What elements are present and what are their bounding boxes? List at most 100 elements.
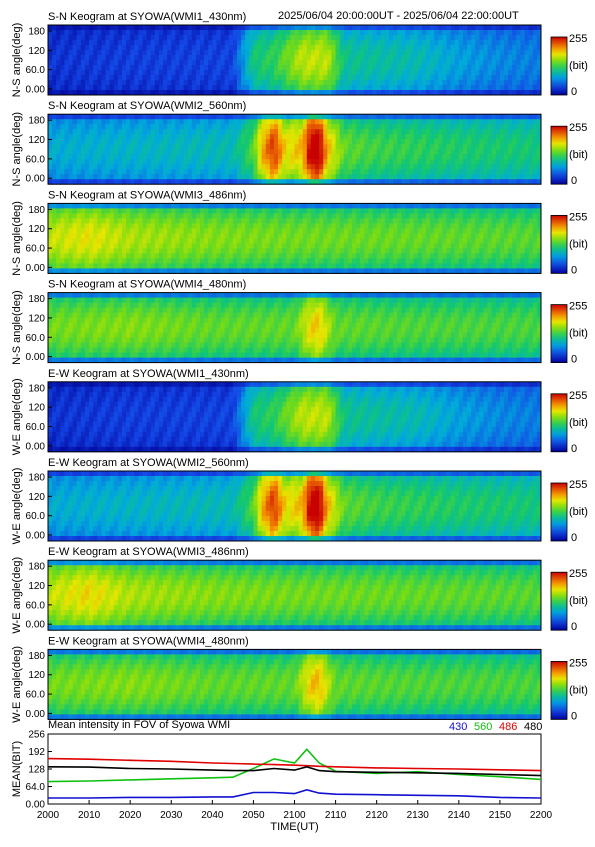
heatmap-cell bbox=[336, 55, 341, 60]
heatmap-cell bbox=[418, 223, 423, 228]
heatmap-cell bbox=[89, 35, 94, 40]
heatmap-cell bbox=[200, 169, 205, 174]
heatmap-cell bbox=[397, 233, 402, 238]
heatmap-cell bbox=[138, 159, 143, 164]
heatmap-cell bbox=[356, 40, 361, 45]
heatmap-cell bbox=[356, 228, 361, 233]
heatmap-cell bbox=[463, 85, 468, 90]
heatmap-cell bbox=[364, 258, 369, 263]
heatmap-cell bbox=[110, 233, 115, 238]
heatmap-cell bbox=[331, 243, 336, 248]
heatmap-cell bbox=[85, 159, 90, 164]
heatmap-cell bbox=[327, 114, 332, 119]
heatmap-cell bbox=[175, 159, 180, 164]
heatmap-cell bbox=[282, 208, 287, 213]
heatmap-cell bbox=[307, 25, 312, 30]
heatmap-cell bbox=[151, 144, 156, 149]
heatmap-cell bbox=[69, 129, 74, 134]
heatmap-cell bbox=[253, 144, 258, 149]
heatmap-cell bbox=[360, 258, 365, 263]
heatmap-cell bbox=[253, 164, 258, 169]
heatmap-cell bbox=[451, 75, 456, 80]
heatmap-cell bbox=[134, 203, 139, 208]
heatmap-cell bbox=[171, 228, 176, 233]
heatmap-cell bbox=[249, 60, 254, 65]
heatmap-cell bbox=[475, 50, 480, 55]
heatmap-cell bbox=[175, 258, 180, 263]
heatmap-cell bbox=[323, 208, 328, 213]
heatmap-cell bbox=[327, 164, 332, 169]
heatmap-cell bbox=[430, 233, 435, 238]
heatmap-cell bbox=[134, 40, 139, 45]
heatmap-cell bbox=[278, 203, 283, 208]
heatmap-cell bbox=[274, 70, 279, 75]
heatmap-cell bbox=[397, 154, 402, 159]
heatmap-cell bbox=[155, 129, 160, 134]
heatmap-cell bbox=[385, 263, 390, 268]
heatmap-cell bbox=[360, 60, 365, 65]
y-tick-label: 180 bbox=[28, 116, 45, 127]
heatmap-cell bbox=[188, 203, 193, 208]
heatmap-cell bbox=[438, 60, 443, 65]
heatmap-cell bbox=[167, 154, 172, 159]
heatmap-cell bbox=[520, 174, 525, 179]
heatmap-cell bbox=[455, 238, 460, 243]
heatmap-cell bbox=[459, 134, 464, 139]
heatmap-cell bbox=[237, 159, 242, 164]
heatmap-cell bbox=[496, 134, 501, 139]
heatmap-cell bbox=[204, 129, 209, 134]
heatmap-cell bbox=[253, 134, 258, 139]
heatmap-cell bbox=[81, 45, 86, 50]
heatmap-cell bbox=[159, 114, 164, 119]
heatmap-cell bbox=[192, 159, 197, 164]
heatmap-cell bbox=[274, 50, 279, 55]
heatmap-cell bbox=[270, 134, 275, 139]
heatmap-cell bbox=[303, 154, 308, 159]
heatmap-cell bbox=[360, 124, 365, 129]
heatmap-cell bbox=[525, 169, 530, 174]
heatmap-cell bbox=[89, 124, 94, 129]
heatmap-cell bbox=[89, 50, 94, 55]
heatmap-cell bbox=[422, 248, 427, 253]
heatmap-cell bbox=[512, 75, 517, 80]
heatmap-cell bbox=[414, 85, 419, 90]
heatmap-cell bbox=[122, 124, 127, 129]
heatmap-cell bbox=[241, 149, 246, 154]
heatmap-cell bbox=[295, 233, 300, 238]
heatmap-cell bbox=[488, 218, 493, 223]
heatmap-cell bbox=[405, 169, 410, 174]
heatmap-cell bbox=[405, 129, 410, 134]
heatmap-cell bbox=[533, 124, 538, 129]
heatmap-cell bbox=[508, 258, 513, 263]
heatmap-cell bbox=[163, 253, 168, 258]
heatmap-cell bbox=[430, 218, 435, 223]
heatmap-cell bbox=[377, 40, 382, 45]
heatmap-cell bbox=[266, 149, 271, 154]
y-tick-label: 0.00 bbox=[26, 85, 46, 96]
heatmap-cell bbox=[377, 154, 382, 159]
heatmap-cell bbox=[73, 238, 78, 243]
heatmap-cell bbox=[525, 154, 530, 159]
heatmap-cell bbox=[114, 213, 119, 218]
heatmap-cell bbox=[319, 129, 324, 134]
heatmap-cell bbox=[360, 144, 365, 149]
heatmap-cell bbox=[163, 134, 168, 139]
heatmap-cell bbox=[295, 203, 300, 208]
heatmap-cell bbox=[200, 248, 205, 253]
heatmap-cell bbox=[134, 213, 139, 218]
heatmap-cell bbox=[93, 70, 98, 75]
heatmap-cell bbox=[319, 263, 324, 268]
heatmap-cell bbox=[377, 85, 382, 90]
heatmap-cell bbox=[463, 144, 468, 149]
heatmap-cell bbox=[249, 119, 254, 124]
heatmap-cell bbox=[89, 169, 94, 174]
heatmap-cell bbox=[233, 139, 238, 144]
heatmap-cell bbox=[426, 30, 431, 35]
heatmap-cell bbox=[348, 35, 353, 40]
heatmap-cell bbox=[307, 159, 312, 164]
heatmap-cell bbox=[381, 213, 386, 218]
heatmap-cell bbox=[311, 263, 316, 268]
heatmap-cell bbox=[138, 80, 143, 85]
heatmap-cell bbox=[118, 80, 123, 85]
heatmap-cell bbox=[159, 228, 164, 233]
